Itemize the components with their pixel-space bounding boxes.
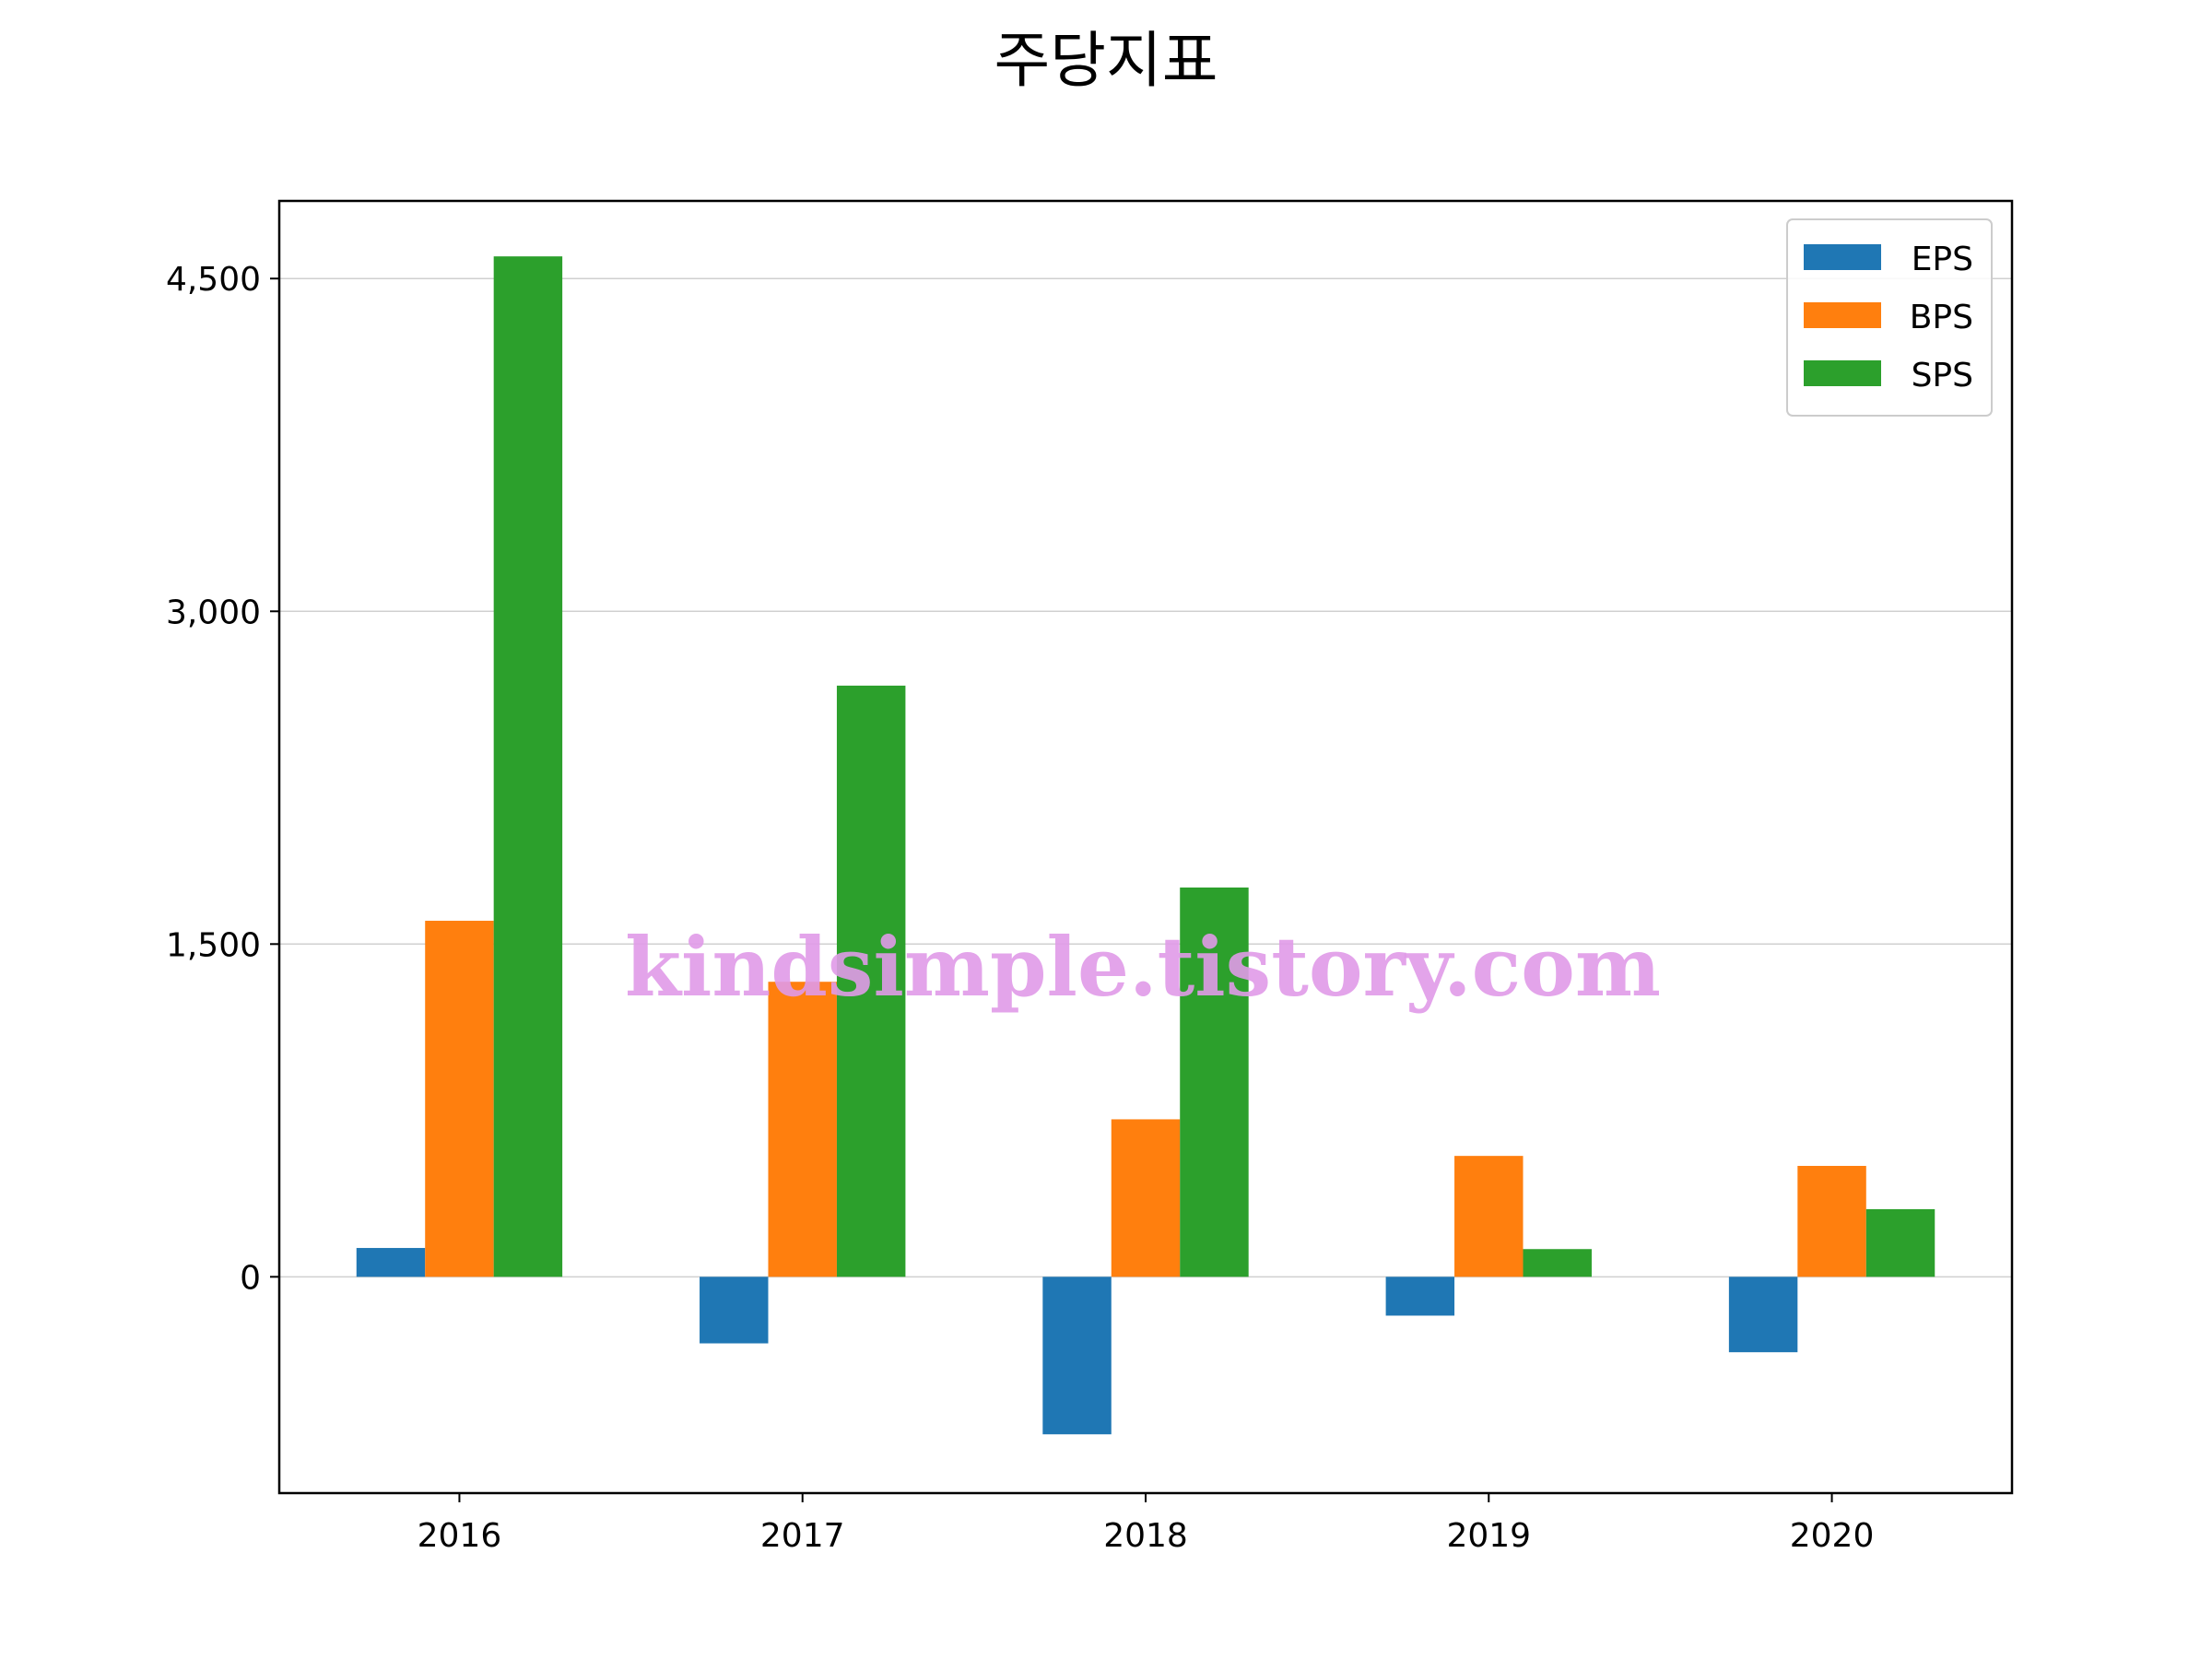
y-tick-label: 3,000 (166, 594, 261, 631)
y-tick-label: 4,500 (166, 261, 261, 299)
y-tick-label: 1,500 (166, 926, 261, 964)
bar-bps-2017 (768, 982, 837, 1277)
legend-swatch-bps (1804, 302, 1881, 328)
y-tick-label: 0 (240, 1259, 261, 1297)
legend: EPS BPS SPS (1786, 218, 1993, 417)
bar-eps-2019 (1385, 1277, 1455, 1316)
bar-bps-2018 (1111, 1119, 1181, 1277)
legend-label-bps: BPS (1910, 299, 1973, 336)
bar-bps-2020 (1797, 1165, 1866, 1277)
bars (356, 256, 1936, 1435)
bar-sps-2018 (1180, 887, 1249, 1277)
legend-label-sps: SPS (1912, 357, 1973, 394)
bar-bps-2019 (1454, 1156, 1524, 1277)
x-tick-label: 2017 (760, 1517, 845, 1555)
legend-label-eps: EPS (1912, 241, 1973, 278)
bar-sps-2017 (836, 685, 906, 1277)
watermark-text: kindsimple.tistory.com (625, 919, 1661, 1015)
bar-sps-2016 (493, 256, 563, 1277)
bar-eps-2020 (1728, 1277, 1798, 1353)
bar-eps-2018 (1042, 1277, 1112, 1435)
bar-eps-2017 (700, 1277, 769, 1344)
chart-title: 주당지표 (994, 25, 1218, 96)
legend-swatch-eps (1804, 244, 1881, 270)
x-tick-label: 2016 (418, 1517, 502, 1555)
x-tick-label: 2020 (1790, 1517, 1875, 1555)
bar-sps-2019 (1523, 1249, 1592, 1277)
x-tick-label: 2018 (1103, 1517, 1188, 1555)
bar-bps-2016 (425, 921, 494, 1277)
x-tick-label: 2019 (1446, 1517, 1531, 1555)
legend-swatch-sps (1804, 360, 1881, 386)
bar-sps-2020 (1865, 1208, 1936, 1277)
axes: 0 1,500 3,000 4,500 2016 2017 2018 2019 2020 (166, 199, 2014, 1555)
bar-eps-2016 (356, 1248, 426, 1277)
